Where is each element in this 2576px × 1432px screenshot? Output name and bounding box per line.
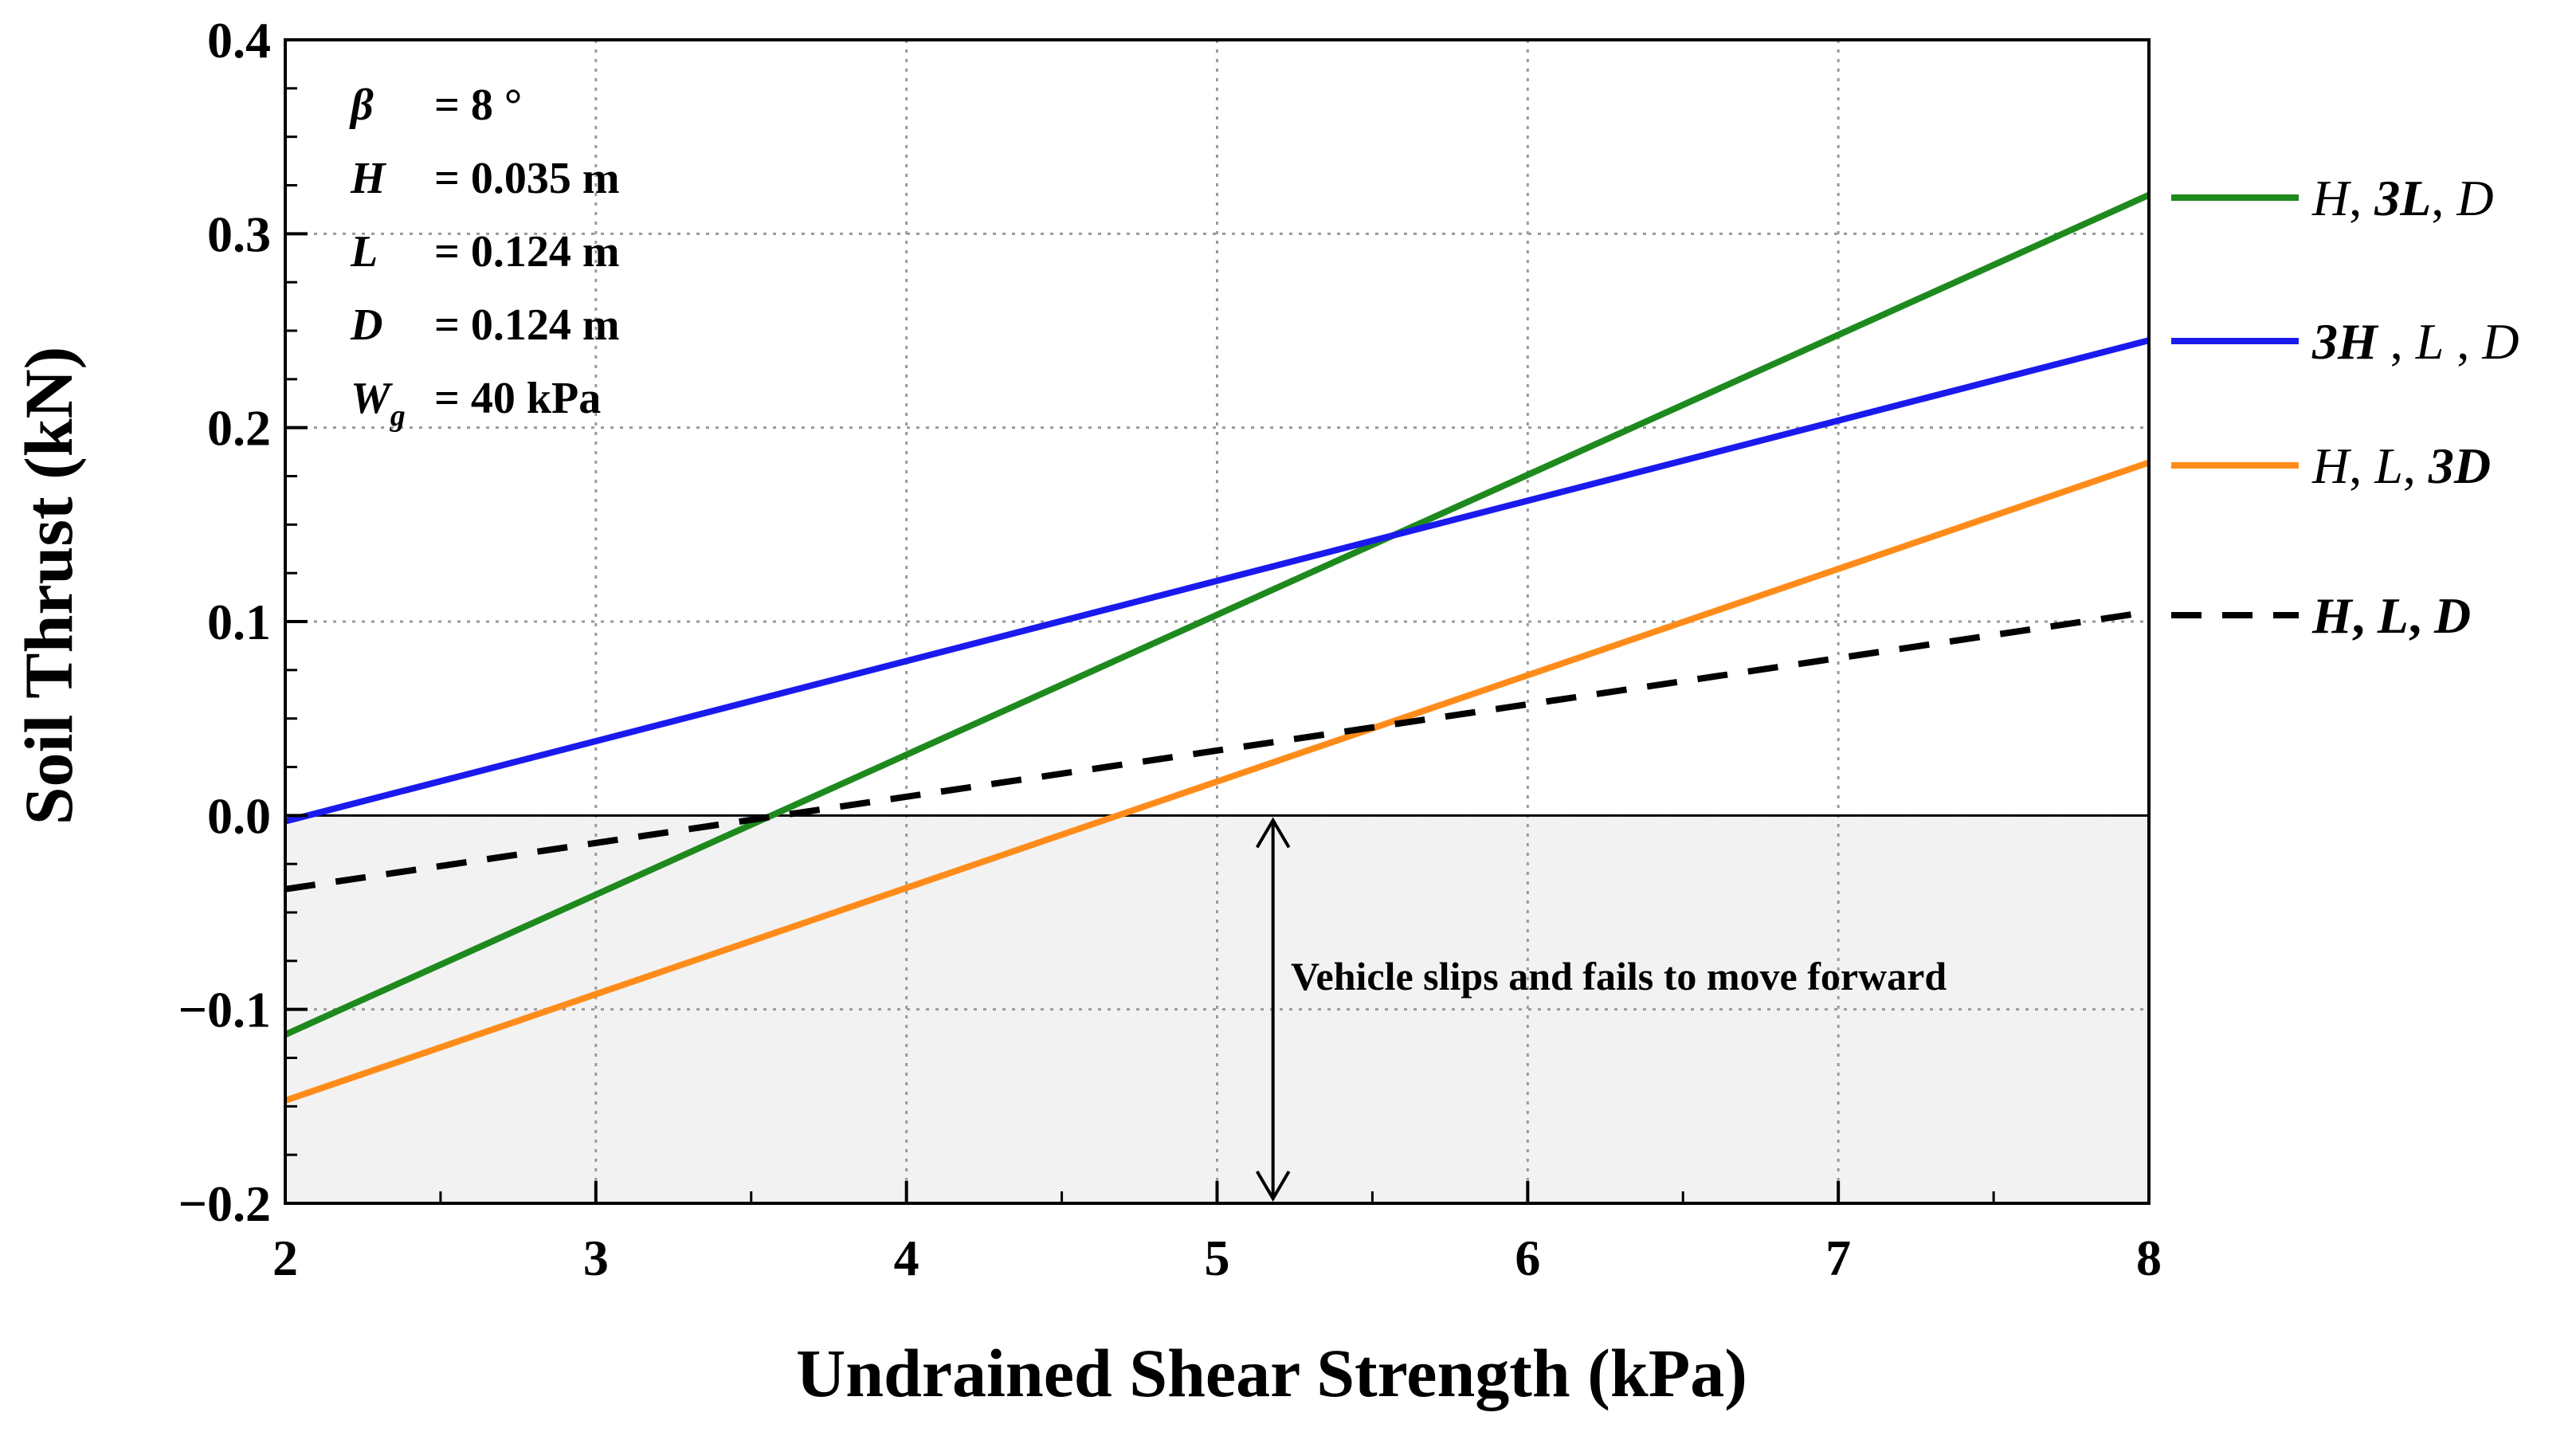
legend-label-4: H, L, D xyxy=(2311,587,2471,644)
legend-label-2: 3H , L , D xyxy=(2311,313,2519,370)
y-tick-label: −0.1 xyxy=(178,982,271,1038)
param-5: Wg = 40 kPa xyxy=(351,374,601,433)
y-axis-title: Soil Thrust (kN) xyxy=(10,347,87,826)
series-line-1 xyxy=(284,192,2151,1038)
param-1: β = 8 ° xyxy=(349,80,522,130)
y-tick-label: −0.2 xyxy=(178,1175,271,1232)
series-line-2 xyxy=(284,337,2150,825)
param-4: D = 0.124 m xyxy=(350,300,620,350)
y-tick-label: 0.4 xyxy=(207,12,271,69)
slip-region xyxy=(285,815,2149,1203)
x-tick-label: 2 xyxy=(272,1230,298,1286)
param-2: H = 0.035 m xyxy=(350,154,620,203)
y-tick-label: 0.3 xyxy=(207,206,271,262)
x-tick-label: 6 xyxy=(1515,1230,1540,1286)
x-tick-label: 4 xyxy=(894,1230,919,1286)
y-tick-label: 0.0 xyxy=(207,787,271,844)
slip-arrow xyxy=(1255,817,1291,1202)
y-tick-label: 0.2 xyxy=(207,400,271,457)
x-tick-label: 3 xyxy=(583,1230,609,1286)
slip-annotation: Vehicle slips and fails to move forward xyxy=(1291,954,1947,998)
series-line-4 xyxy=(284,608,2150,893)
param-3: L = 0.124 m xyxy=(350,227,620,277)
y-tick-label: 0.1 xyxy=(207,594,271,650)
x-tick-label: 5 xyxy=(1205,1230,1230,1286)
series-line-3 xyxy=(284,459,2151,1104)
legend-label-1: H, 3L, D xyxy=(2311,170,2494,226)
x-tick-label: 7 xyxy=(1825,1230,1851,1286)
legend-label-3: H, L, 3D xyxy=(2311,437,2491,494)
x-axis-title: Undrained Shear Strength (kPa) xyxy=(796,1335,1747,1411)
x-tick-label: 8 xyxy=(2136,1230,2162,1286)
